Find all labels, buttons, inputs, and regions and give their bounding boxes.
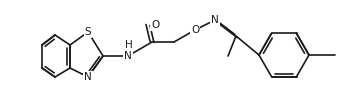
Text: O: O <box>191 25 199 35</box>
Text: N: N <box>124 51 132 61</box>
Text: S: S <box>85 27 91 37</box>
Text: N: N <box>211 15 219 25</box>
Text: O: O <box>151 20 159 30</box>
Text: N: N <box>84 72 92 82</box>
Text: H: H <box>125 40 133 50</box>
